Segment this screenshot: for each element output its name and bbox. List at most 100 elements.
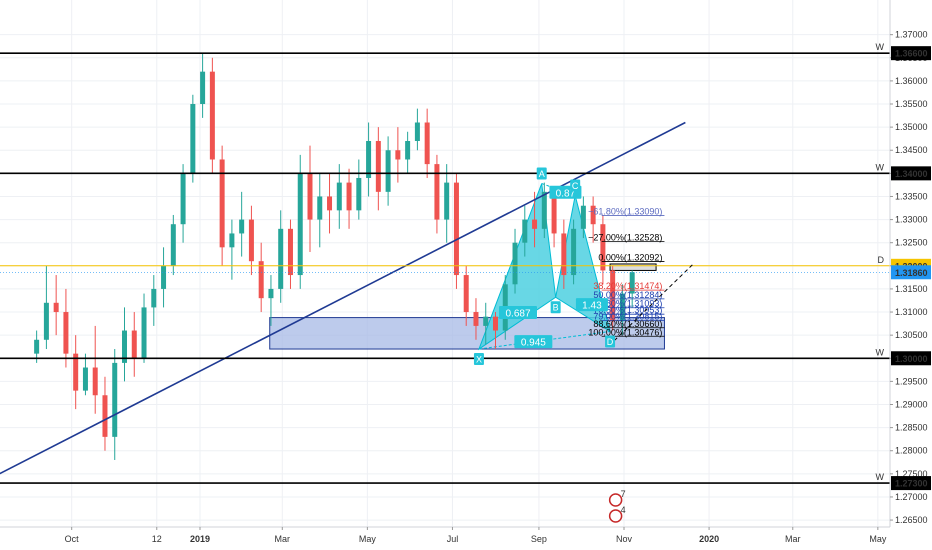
level-price-label: 1.30000 [895,354,928,364]
candle-body [63,312,69,354]
candle-body [453,182,459,276]
candle-body [180,173,186,225]
candle-body [629,272,635,294]
candle-body [219,159,225,248]
supply-box [609,263,657,271]
candle-body [522,219,528,243]
candle-body [307,173,313,220]
pattern-ratio-badge [499,305,537,319]
time-axis-background [0,527,890,550]
level-price-badge [891,46,931,61]
pattern-point-badge [473,353,484,366]
fib-level-label: 0.00%(1.32092) [598,253,662,263]
candle-body [493,316,498,331]
price-tick-label: 1.31500 [895,284,928,294]
price-tick-label: 1.36000 [895,76,928,86]
time-tick-label: Jul [447,534,459,544]
candle-body [190,104,196,174]
level-price-label: 1.34000 [895,169,928,179]
candle-body [82,367,88,391]
time-tick-label: Oct [65,534,80,544]
price-tick-label: 1.27000 [895,492,928,502]
pattern-point-label: X [476,355,482,365]
pattern-ratio-badge [575,298,608,312]
pattern-point-badge [550,301,561,314]
fib-level-label: 61.80%(1.31093) [593,299,662,309]
time-tick-label: 2019 [190,534,210,544]
price-tick-label: 1.26500 [895,515,928,525]
fib-level-label: −61.80%(1.33090) [588,206,662,216]
level-tag: W [876,162,885,172]
pattern-point-label: B [553,303,559,313]
pattern-point-badge [536,167,547,180]
candle-body [444,182,450,220]
candle-body [248,219,254,262]
candle-body [346,182,352,211]
candle-body [229,233,235,248]
time-tick-label: Mar [785,534,801,544]
time-tick-label: 12 [152,534,162,544]
fib-level-label: 70.50%(1.30953) [593,305,662,315]
candle-body [532,219,538,229]
pattern-ratio-label: 0.945 [521,338,546,349]
fib-level-label: 88.60%(1.30660) [593,319,662,329]
pattern-ratio-label: 1.43 [582,301,602,312]
level-tag: W [876,472,885,482]
pattern-point-label: D [607,337,614,347]
economic-event-icon[interactable] [608,509,623,523]
time-tick-label: Nov [616,534,633,544]
price-tick-label: 1.37000 [895,30,928,40]
candle-body [414,122,420,141]
price-tick-label: 1.29500 [895,376,928,386]
candle-body [336,182,342,211]
fib-level-label: 38.20%(1.31474) [593,281,662,291]
fib-level-label: 100.00%(1.30476) [588,327,662,337]
price-tick-label: 1.28500 [895,423,928,433]
pattern-point-badge [605,335,616,348]
price-tick-label: 1.28000 [895,446,928,456]
candle-body [512,242,518,285]
candle-body [268,288,274,299]
candle-body [34,339,40,354]
pattern-ratio-label: 0.87 [556,188,576,199]
candle-body [434,164,440,220]
candle-body [385,150,391,192]
time-tick-label: 2020 [699,534,719,544]
candle-body [92,367,98,396]
candle-body [483,316,489,326]
level-tag: W [876,347,885,357]
candle-body [327,196,333,211]
candle-body [239,219,245,234]
price-tick-label: 1.32500 [895,238,928,248]
level-price-badge [891,166,931,181]
economic-event-icon[interactable] [608,493,623,507]
fib-level-label: 79.00%(1.30815) [593,312,662,322]
price-tick-label: 1.33500 [895,191,928,201]
candle-body [561,233,567,276]
fib-level-label: 50.00%(1.31284) [593,290,662,300]
price-tick-label: 1.34500 [895,145,928,155]
pattern-ratio-label: 0.687 [505,308,530,319]
time-tick-label: Sep [531,534,547,544]
price-tick-label: 1.29000 [895,399,928,409]
level-tag: D [878,255,885,265]
level-price-badge [891,476,931,491]
candle-body [395,150,401,160]
candle-body [610,270,616,322]
candle-body [571,228,577,276]
candle-body [287,228,293,276]
pattern-point-label: C [572,181,579,191]
level-tag: W [876,42,885,52]
level-price-label: 1.36600 [895,49,928,59]
current-price-badge [891,265,931,280]
candle-body [209,71,215,160]
candle-body [356,177,362,211]
candle-body [580,205,586,229]
price-tick-label: 1.33000 [895,215,928,225]
candle-body [258,261,264,299]
candle-body [151,288,157,308]
candle-body [600,224,606,271]
price-tick-label: 1.35500 [895,99,928,109]
candle-body [463,275,469,313]
